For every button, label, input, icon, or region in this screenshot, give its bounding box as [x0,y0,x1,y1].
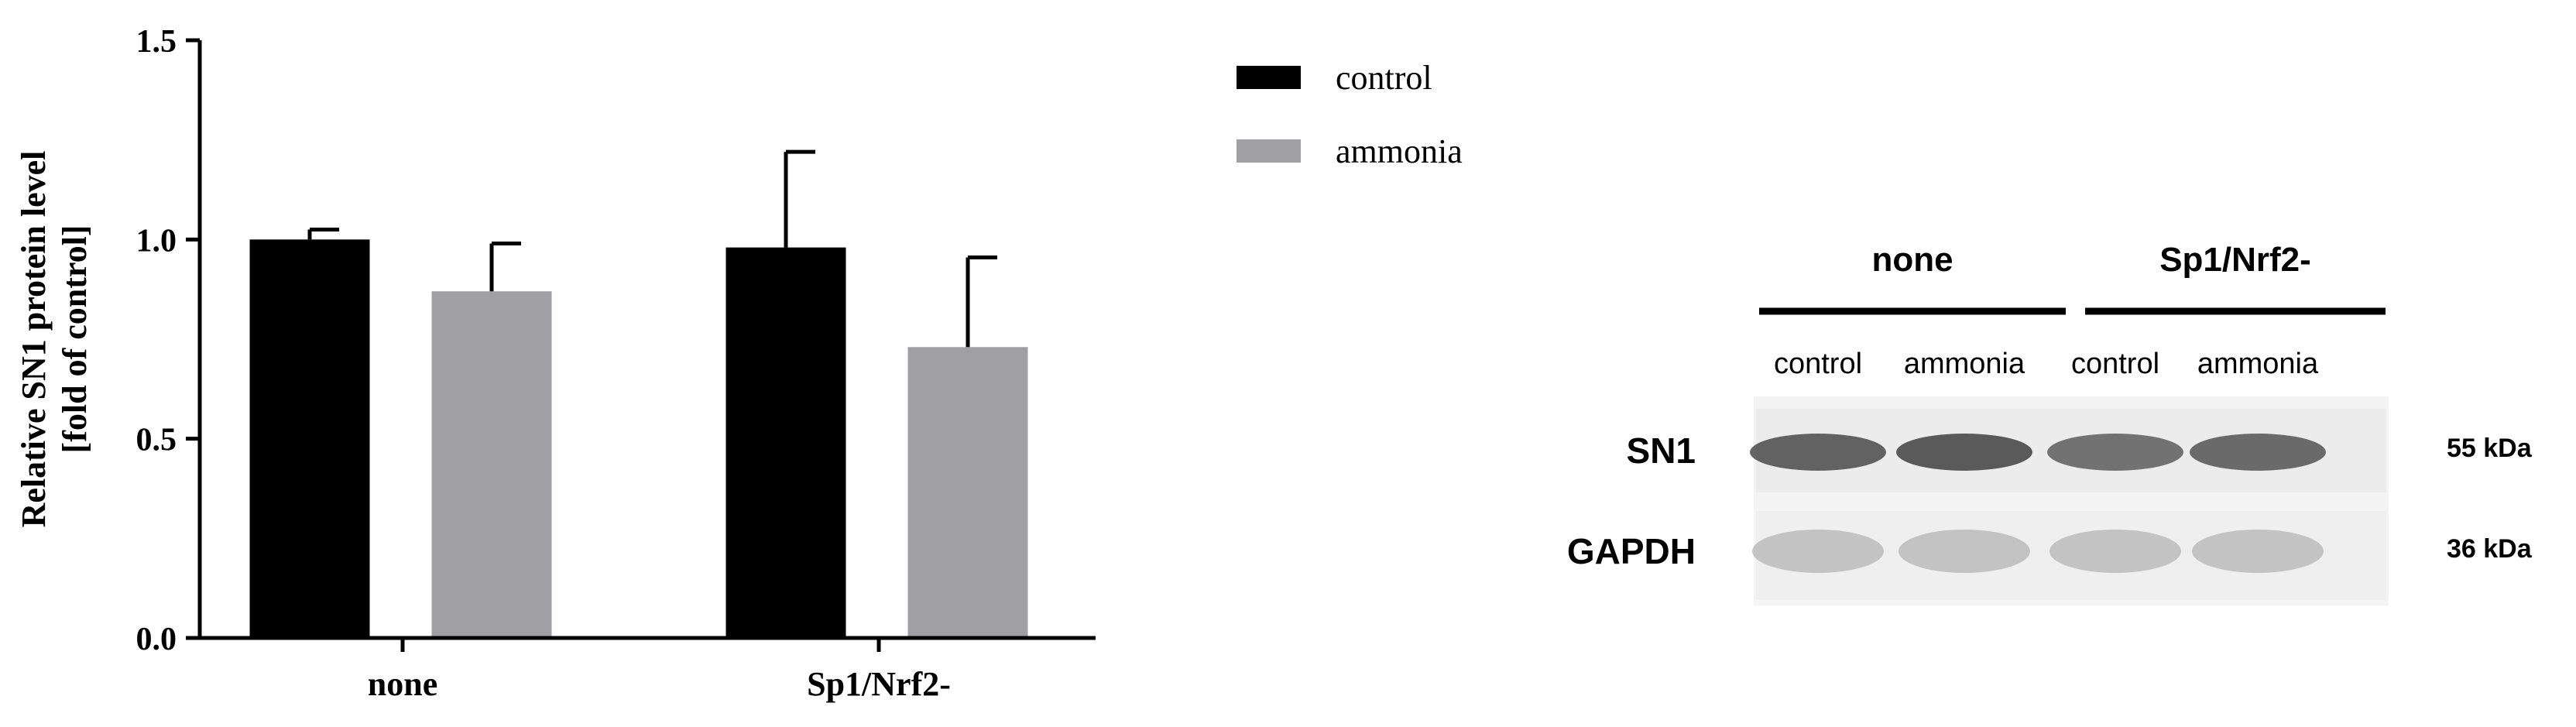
legend-swatch-control [1237,66,1301,89]
bar-chart: 0.0 0.5 1.0 1.5 none Sp1/Nrf2- Relative SN1 … [15,24,1463,703]
y-tick-label: 1.5 [136,24,177,60]
y-ticks: 0.0 0.5 1.0 1.5 [136,24,200,657]
blot-group-label: Sp1/Nrf2- [2159,241,2311,279]
blot-lane-label: control [2071,348,2159,380]
x-tick-label: none [368,665,437,703]
y-tick-label: 0.5 [136,423,177,458]
western-blot-panel: none control ammonia Sp1/Nrf2- control ammoni… [1567,241,2533,605]
blot-bands [1750,434,2326,573]
error-bars-layer [307,149,997,348]
blot-size-label: 55 kDa [2447,434,2533,463]
gapdh-band [2192,530,2324,573]
blot-lane-label: control [1774,348,1862,380]
blot-group-label: none [1871,241,1953,279]
bars-layer [249,239,1028,638]
legend-swatch-ammonia [1237,139,1301,163]
blot-lane-label: ammonia [2197,348,2319,380]
blot-lane-label: ammonia [1904,348,2025,380]
x-tick-label: Sp1/Nrf2- [807,665,951,703]
legend-label-control: control [1336,59,1432,97]
blot-row-label: SN1 [1627,430,1696,471]
bar-control-1 [249,239,370,638]
bar-control-2 [725,247,846,638]
sn1-band [1896,434,2032,471]
gapdh-band [1899,530,2030,573]
bar-ammonia-2 [907,347,1028,638]
y-axis-label-line2: [fold of control] [56,225,94,454]
y-axis-label-line1: Relative SN1 protein level [15,151,53,528]
sn1-band [1750,434,1886,471]
blot-size-label: 36 kDa [2447,534,2533,564]
legend-label-ammonia: ammonia [1336,132,1463,170]
blot-row-label: GAPDH [1567,531,1696,571]
sn1-band [2190,434,2326,471]
y-tick-label: 1.0 [136,223,177,259]
y-tick-label: 0.0 [136,622,177,657]
legend: control ammonia [1237,59,1463,170]
bar-ammonia-1 [431,291,552,638]
x-ticks: none Sp1/Nrf2- [368,638,951,703]
sn1-band [2047,434,2183,471]
gapdh-band [1752,530,1884,573]
blot-labels: none control ammonia Sp1/Nrf2- control ammoni… [1567,241,2533,571]
gapdh-band [2049,530,2181,573]
